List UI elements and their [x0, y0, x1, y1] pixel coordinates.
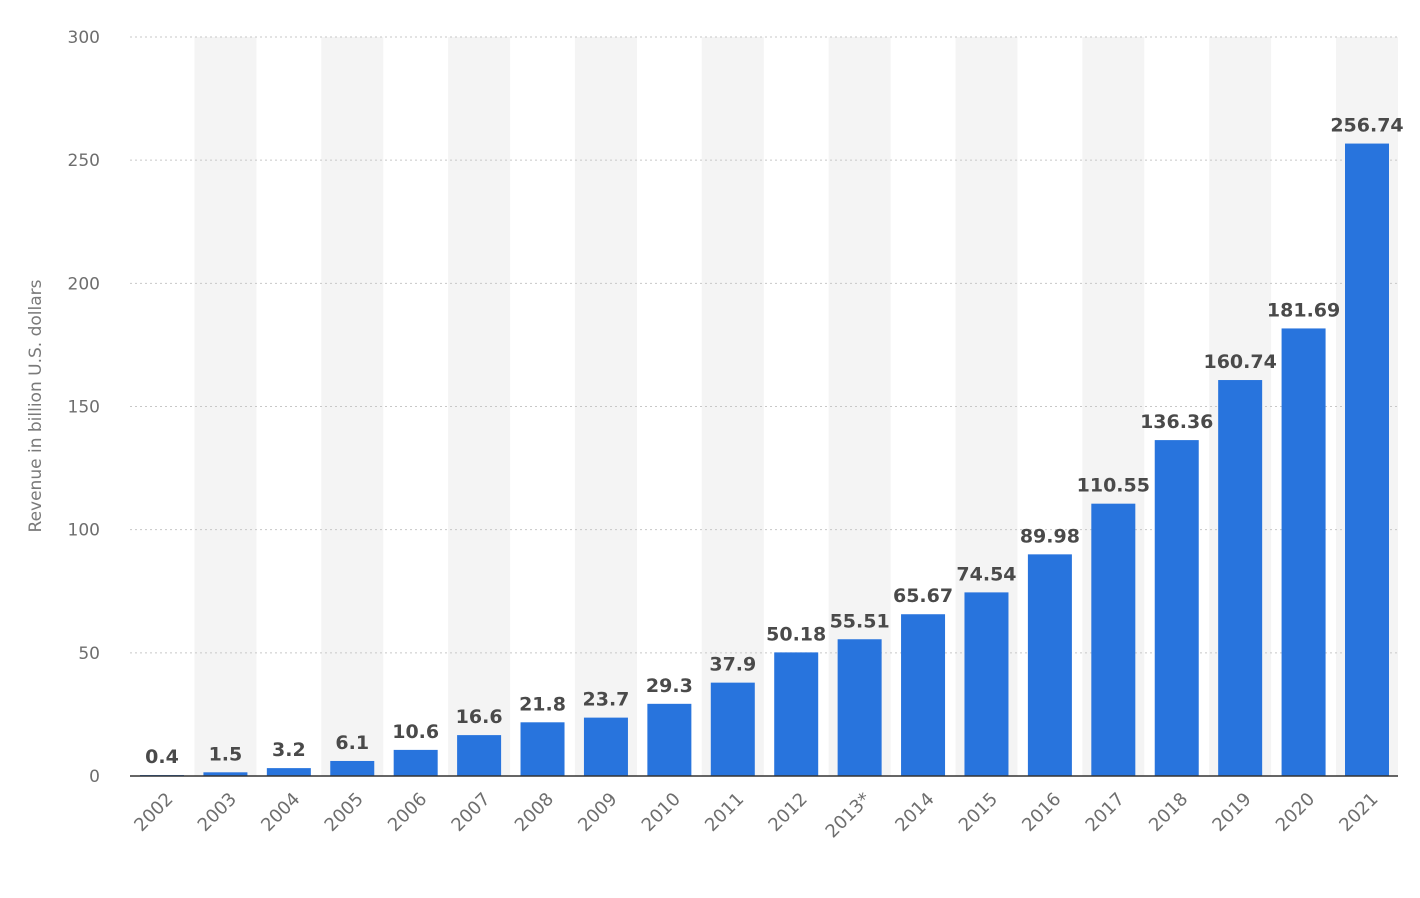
- x-tick-label: 2007: [447, 789, 494, 836]
- data-label: 74.54: [956, 563, 1016, 585]
- data-label: 21.8: [519, 693, 566, 715]
- bar: [1154, 440, 1199, 776]
- x-tick-label: 2004: [257, 789, 304, 836]
- x-tick-label: 2010: [638, 789, 685, 836]
- x-tick-label: 2020: [1272, 789, 1319, 836]
- data-label: 181.69: [1267, 299, 1340, 321]
- data-label: 55.51: [830, 610, 890, 632]
- x-tick-label: 2018: [1145, 789, 1192, 836]
- bar: [964, 592, 1009, 776]
- column-band: [701, 37, 764, 776]
- bar: [266, 768, 311, 776]
- y-tick-label: 300: [68, 28, 100, 48]
- y-tick-label: 50: [78, 644, 100, 664]
- x-tick-label: 2019: [1208, 789, 1255, 836]
- bar: [710, 682, 755, 776]
- data-label: 110.55: [1077, 475, 1150, 497]
- x-axis-ticks: 2002 2003 2004 2005 2006 2007 2008 2009 2010 2011…: [130, 789, 1382, 843]
- y-tick-label: 250: [68, 151, 100, 171]
- y-tick-label: 150: [68, 398, 100, 418]
- data-label: 160.74: [1203, 351, 1276, 373]
- x-tick-label: 2017: [1082, 789, 1129, 836]
- x-tick-label: 2015: [955, 789, 1002, 836]
- x-tick-label: 2002: [130, 789, 177, 836]
- bar: [901, 614, 946, 776]
- bar: [1218, 380, 1263, 776]
- x-tick-label: 2014: [891, 789, 938, 836]
- gridlines: [130, 36, 1398, 654]
- bar: [1091, 503, 1136, 776]
- bar: [1027, 554, 1072, 776]
- bar: [330, 760, 375, 776]
- bar: [1345, 143, 1389, 777]
- bar: [1281, 328, 1326, 776]
- data-label: 16.6: [456, 706, 503, 728]
- x-tick-label: 2012: [765, 789, 812, 836]
- bar: [520, 722, 565, 776]
- data-label: 3.2: [272, 739, 306, 761]
- x-tick-label: 2009: [574, 789, 621, 836]
- x-tick-label: 2003: [194, 789, 241, 836]
- data-label: 6.1: [335, 732, 369, 754]
- bar: [647, 703, 692, 776]
- y-axis-ticks: 0 50 100 150 200 250 300: [68, 28, 100, 787]
- data-label: 1.5: [209, 743, 243, 765]
- x-tick-label: 2005: [321, 789, 368, 836]
- data-label: 29.3: [646, 675, 693, 697]
- x-tick-label: 2021: [1335, 789, 1382, 836]
- data-label: 65.67: [893, 585, 953, 607]
- bar: [583, 717, 628, 776]
- bar: [837, 639, 882, 776]
- data-label: 50.18: [766, 623, 826, 645]
- data-label: 10.6: [392, 721, 439, 743]
- bar: [393, 749, 438, 776]
- x-tick-label: 2013*: [822, 789, 876, 843]
- y-tick-label: 0: [89, 767, 100, 787]
- data-label: 256.74: [1330, 115, 1403, 137]
- bar: [774, 652, 819, 776]
- x-tick-label: 2011: [701, 789, 748, 836]
- bar: [457, 735, 502, 776]
- bars: [140, 143, 1389, 777]
- data-label: 0.4: [145, 746, 179, 768]
- y-axis-label: Revenue in billion U.S. dollars: [26, 279, 46, 532]
- x-tick-label: 2008: [511, 789, 558, 836]
- data-labels: 0.4 1.5 3.2 6.1 10.6 16.6 21.8 23.7 29.3 37.9 50.1…: [145, 115, 1404, 768]
- y-tick-label: 100: [68, 521, 100, 541]
- y-tick-label: 200: [68, 274, 100, 294]
- data-label: 23.7: [583, 689, 630, 711]
- x-tick-label: 2006: [384, 789, 431, 836]
- bar: [203, 772, 248, 776]
- column-band: [448, 37, 511, 776]
- data-label: 136.36: [1140, 411, 1213, 433]
- data-label: 89.98: [1020, 525, 1080, 547]
- x-tick-label: 2016: [1018, 789, 1065, 836]
- data-label: 37.9: [709, 654, 756, 676]
